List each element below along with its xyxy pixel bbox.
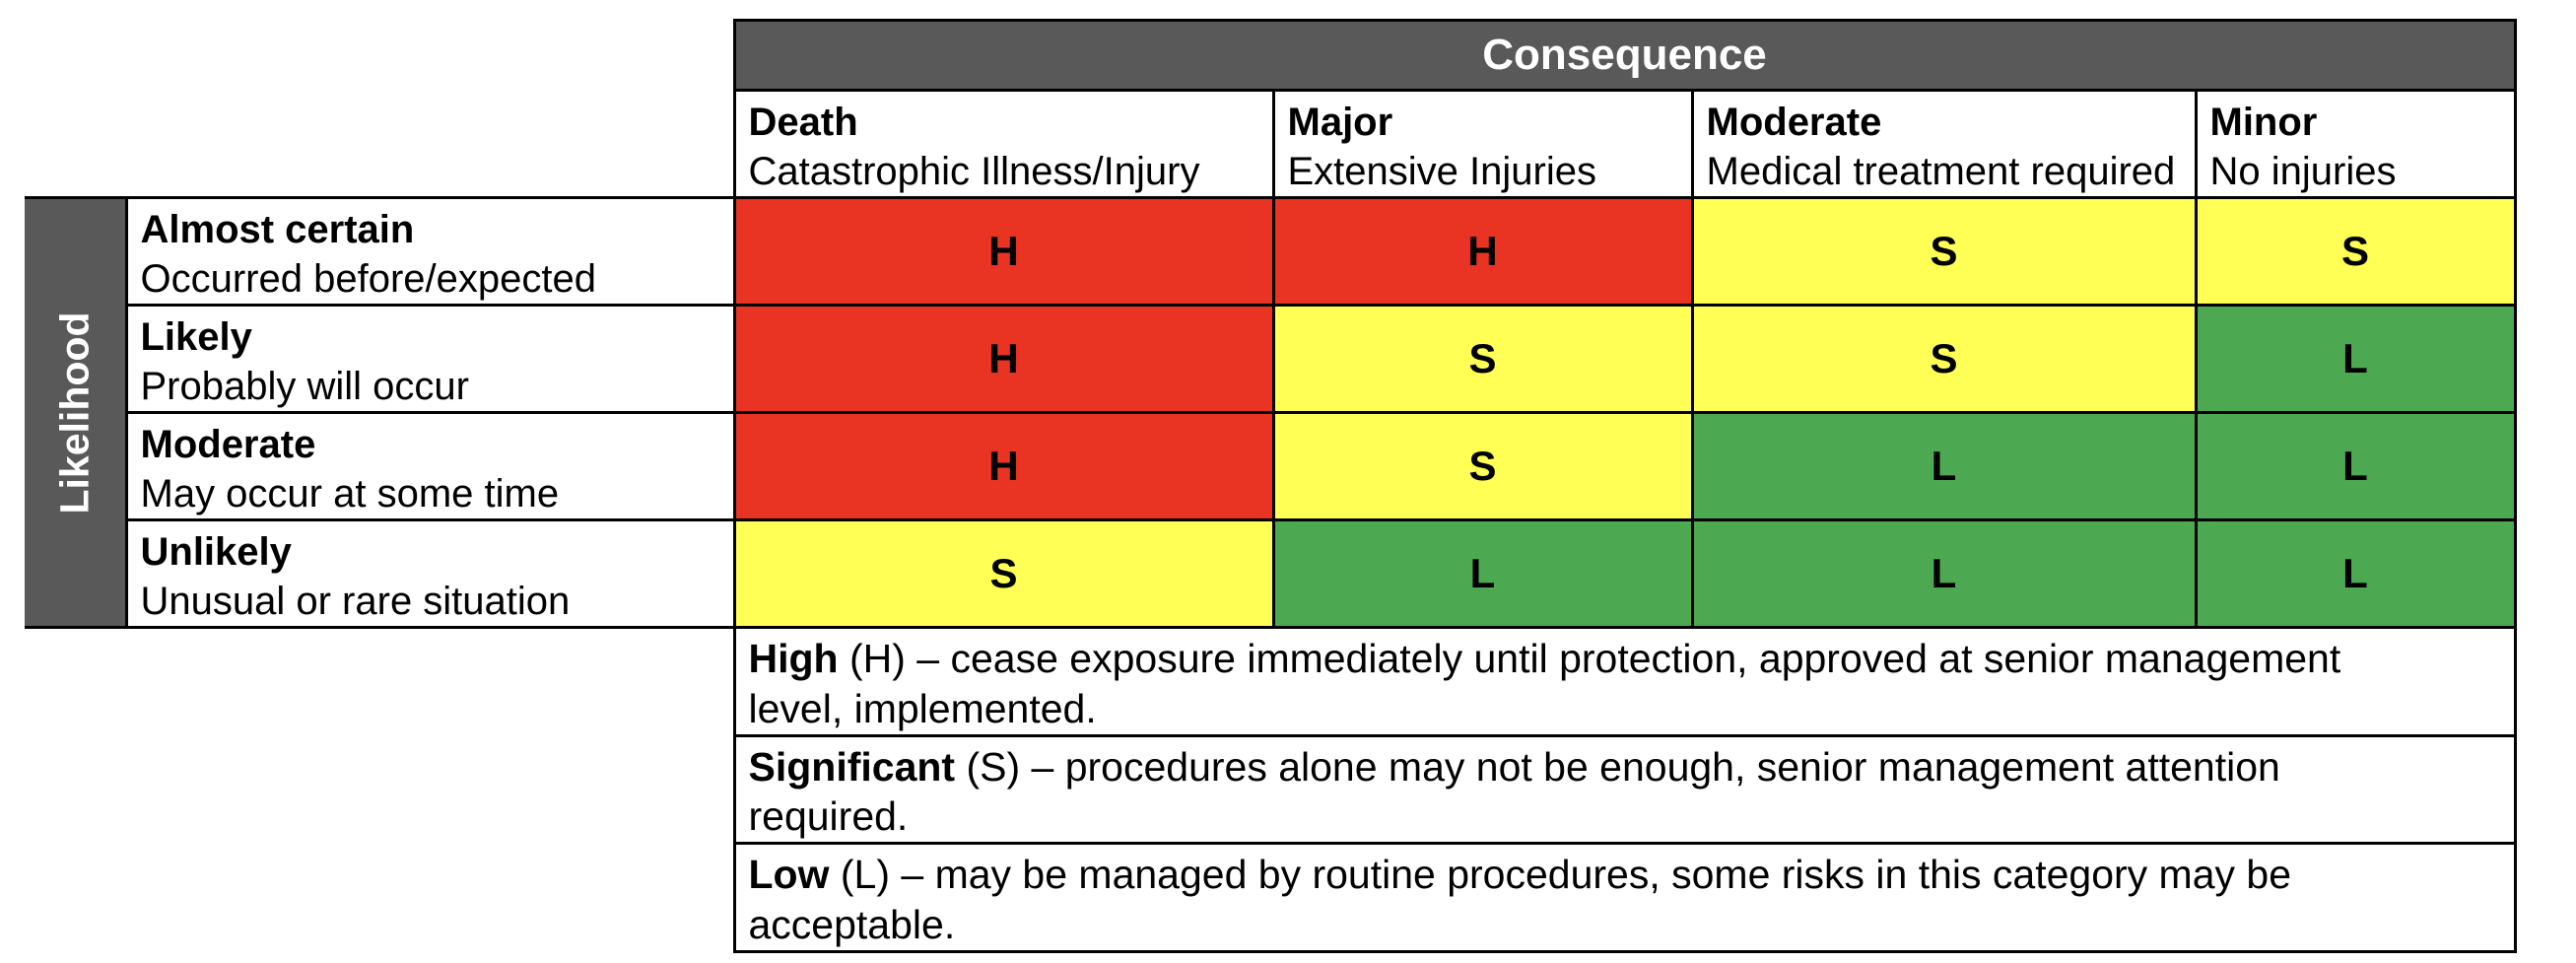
legend-item-significant: Significant (S) – procedures alone may n…: [732, 733, 2517, 846]
empty-legend-left: [25, 843, 734, 952]
risk-cell: L: [1271, 518, 1694, 629]
empty-spacer: [25, 90, 734, 198]
column-header-moderate: Moderate Medical treatment required: [1690, 89, 2198, 199]
column-subtitle: Extensive Injuries: [1287, 150, 1596, 193]
risk-cell: S: [1690, 196, 2198, 307]
risk-cell: S: [732, 518, 1275, 629]
risk-cell: H: [732, 411, 1275, 521]
risk-cell: L: [2194, 518, 2517, 629]
legend-term: Significant: [748, 743, 956, 790]
column-subtitle: Medical treatment required: [1706, 150, 2176, 193]
column-title: Major: [1287, 101, 1393, 144]
legend-term: High: [748, 636, 839, 681]
risk-cell: H: [1271, 196, 1694, 307]
row-subtitle: May occur at some time: [140, 472, 560, 516]
risk-cell: S: [1690, 304, 2198, 414]
risk-cell: S: [2194, 196, 2517, 307]
page: { "matrix": { "consequence_label": "Cons…: [0, 19, 2576, 963]
legend-definition: (H) – cease exposure immediately until p…: [748, 636, 2341, 731]
row-subtitle: Probably will occur: [140, 365, 469, 408]
risk-cell: L: [2194, 304, 2517, 414]
column-title: Moderate: [1706, 101, 1882, 144]
empty-legend-left: [25, 627, 734, 736]
column-title: Death: [748, 101, 858, 144]
empty-legend-left: [25, 735, 734, 844]
legend-text: Significant (S) – procedures alone may n…: [749, 742, 2414, 843]
row-title: Moderate: [140, 423, 316, 466]
legend-definition: (S) – procedures alone may not be enough…: [748, 743, 2280, 840]
risk-cell: S: [1271, 304, 1694, 414]
column-subtitle: Catastrophic Illness/Injury: [748, 150, 1200, 193]
legend-definition: (L) – may be managed by routine procedur…: [748, 852, 2292, 948]
row-title: Almost certain: [140, 208, 415, 251]
column-header-death: Death Catastrophic Illness/Injury: [732, 89, 1275, 199]
column-header-major: Major Extensive Injuries: [1271, 89, 1694, 199]
likelihood-label: Likelihood: [51, 311, 98, 514]
column-subtitle: No injuries: [2209, 150, 2397, 193]
column-title: Minor: [2209, 101, 2318, 144]
legend-item-low: Low (L) – may be managed by routine proc…: [732, 842, 2517, 953]
risk-matrix-table: Consequence Death Catastrophic Illness/I…: [25, 19, 2517, 953]
risk-cell: S: [1271, 411, 1694, 521]
likelihood-header: Likelihood: [25, 196, 128, 629]
row-subtitle: Occurred before/expected: [140, 257, 596, 301]
risk-cell: H: [732, 304, 1275, 414]
row-header-unlikely: Unlikely Unusual or rare situation: [124, 518, 736, 629]
risk-cell: L: [1690, 518, 2198, 629]
risk-cell: L: [2194, 411, 2517, 521]
risk-cell: L: [1690, 411, 2198, 521]
column-header-minor: Minor No injuries: [2194, 89, 2517, 199]
legend-text: Low (L) – may be managed by routine proc…: [749, 850, 2414, 950]
empty-top-left: [25, 20, 734, 91]
row-title: Likely: [140, 315, 252, 359]
consequence-header: Consequence: [732, 19, 2517, 92]
row-subtitle: Unusual or rare situation: [140, 580, 571, 623]
legend-text: High (H) – cease exposure immediately un…: [749, 634, 2414, 734]
legend-term: Low: [748, 852, 830, 898]
row-header-likely: Likely Probably will occur: [124, 304, 736, 414]
row-title: Unlikely: [140, 530, 292, 574]
risk-cell: H: [732, 196, 1275, 307]
row-header-moderate: Moderate May occur at some time: [124, 411, 736, 521]
row-header-almost-certain: Almost certain Occurred before/expected: [124, 196, 736, 307]
legend-item-high: High (H) – cease exposure immediately un…: [732, 626, 2517, 737]
